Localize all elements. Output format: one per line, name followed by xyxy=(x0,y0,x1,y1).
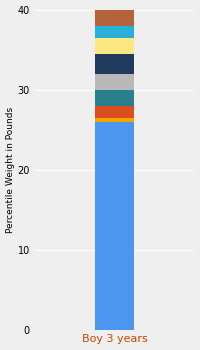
Bar xyxy=(95,26,134,37)
Bar xyxy=(95,37,134,54)
Bar xyxy=(95,9,134,26)
Bar xyxy=(95,90,134,106)
Bar xyxy=(95,74,134,90)
Bar xyxy=(95,118,134,121)
Bar xyxy=(95,121,134,330)
Bar xyxy=(95,106,134,118)
Bar xyxy=(95,54,134,74)
Y-axis label: Percentile Weight in Pounds: Percentile Weight in Pounds xyxy=(6,106,15,233)
